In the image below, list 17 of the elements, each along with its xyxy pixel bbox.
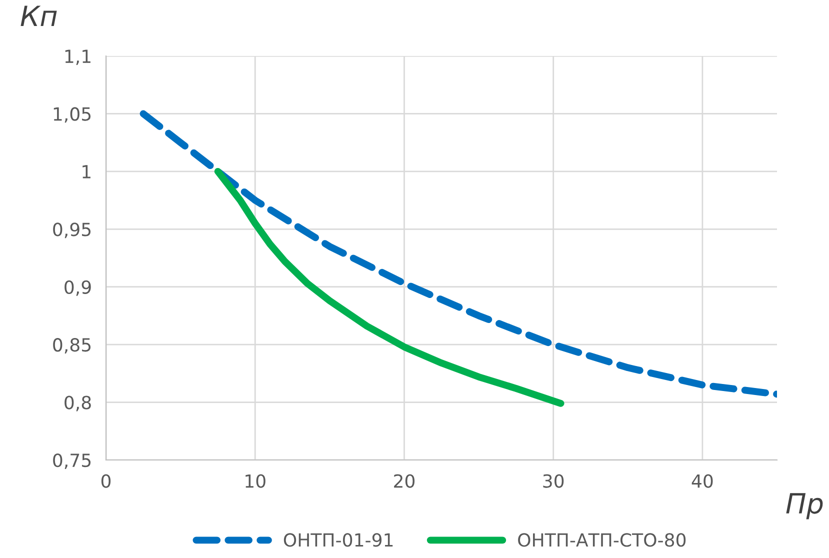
y-tick-label: 0,9 [64, 280, 91, 296]
legend-label: ОНТП-АТП-СТО-80 [518, 533, 686, 547]
legend-label: ОНТП-01-91 [284, 533, 393, 547]
y-tick-label: 1 [82, 165, 90, 178]
y-tick-label: 0,95 [53, 222, 91, 238]
y-tick-label: 0,8 [64, 396, 91, 412]
y-tick-label: 1,1 [65, 50, 90, 65]
y-tick-label: 1,05 [54, 107, 91, 123]
x-tick-label: 10 [246, 474, 266, 488]
x-tick-label: 0 [101, 474, 111, 488]
x-tick-label: 30 [543, 474, 564, 488]
y-axis-title: Кп [20, 6, 57, 26]
y-tick-label: 0,75 [53, 453, 91, 469]
y-tick-label: 0,85 [53, 338, 91, 354]
x-axis-title: Пр [786, 493, 823, 520]
x-tick-label: 40 [692, 474, 713, 488]
x-tick-label: 20 [394, 474, 415, 488]
